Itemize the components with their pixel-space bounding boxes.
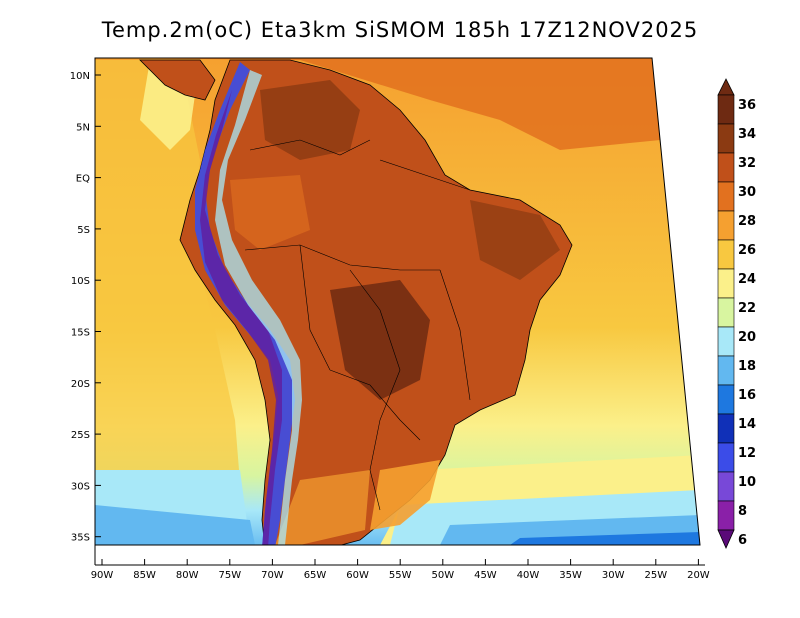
colorbar-label: 32: [738, 156, 756, 171]
border-amazon: [244, 244, 440, 271]
colorbar-segment: [717, 326, 735, 357]
x-axis-ticks: 90W 85W 80W 75W 70W 65W 60W 55W 50W 45W 40W 35W 30W 2…: [91, 559, 710, 581]
colorbar-segment: [717, 297, 735, 328]
x-tick-label: 25W: [644, 570, 667, 581]
colorbar-label: 10: [738, 475, 756, 490]
colorbar-label: 36: [738, 98, 756, 113]
y-tick-label: 5S: [77, 225, 90, 236]
colorbar: 36 34 32 30 28 26 24 22 20 18 16 14 12 10 8 6: [717, 78, 756, 549]
hot-core-center: [330, 280, 430, 400]
colorbar-segment: [717, 355, 735, 386]
temperature-field: [95, 58, 700, 545]
warm-ocean-band: [95, 58, 660, 150]
central-america-landmass: [139, 59, 216, 101]
colorbar-label: 8: [738, 504, 747, 519]
y-tick-label: 30S: [71, 481, 90, 492]
hot-core-north: [260, 80, 360, 160]
colorbar-segment: [717, 239, 735, 270]
x-tick-label: 90W: [91, 570, 114, 581]
y-tick-label: 10N: [70, 71, 90, 82]
south-brazil-mild: [370, 460, 440, 530]
colorbar-top-arrow: [717, 78, 735, 96]
andes-coldest-core: [200, 90, 282, 545]
colorbar-label: 28: [738, 214, 756, 229]
border-paraguay: [329, 369, 421, 441]
colorbar-label: 20: [738, 330, 756, 345]
y-axis-ticks: 10N 5N EQ 5S 10S 15S 20S 25S 30S 35S: [70, 71, 101, 544]
x-tick-label: 40W: [517, 570, 540, 581]
colorbar-bottom-arrow: [717, 529, 735, 549]
colorbar-segment: [717, 94, 735, 125]
y-tick-label: EQ: [76, 174, 90, 185]
border-brazil-states-1: [439, 269, 471, 401]
y-tick-label: 20S: [71, 379, 90, 390]
map-title: Temp.2m(oC) Eta3km SiSMOM 185h 17Z12NOV2…: [101, 18, 699, 42]
y-tick-label: 35S: [71, 533, 90, 544]
colorbar-segment: [717, 500, 735, 531]
y-tick-label: 25S: [71, 430, 90, 441]
x-tick-label: 75W: [218, 570, 241, 581]
y-tick-label: 15S: [71, 328, 90, 339]
x-tick-label: 30W: [602, 570, 625, 581]
border-bolivia-brazil: [349, 269, 401, 421]
andes-foothill-cool: [215, 70, 302, 545]
colorbar-label: 12: [738, 446, 756, 461]
x-tick-label: 20W: [687, 570, 710, 581]
border-peru-bolivia: [299, 244, 331, 371]
colorbar-segment: [717, 210, 735, 241]
y-tick-label: 5N: [76, 122, 90, 133]
colorbar-segment: [717, 123, 735, 154]
colorbar-label: 34: [738, 127, 756, 142]
colorbar-label: 26: [738, 243, 756, 258]
border-argentina-uruguay: [369, 419, 381, 511]
x-tick-label: 55W: [389, 570, 412, 581]
colorbar-label: 16: [738, 388, 756, 403]
border-venezuela-colombia: [249, 139, 371, 156]
x-tick-label: 60W: [346, 570, 369, 581]
x-tick-label: 85W: [133, 570, 156, 581]
warm-amazon-patch: [230, 175, 310, 250]
hot-core-northeast: [470, 200, 560, 280]
colorbar-segment: [717, 471, 735, 502]
x-tick-label: 80W: [176, 570, 199, 581]
south-atlantic-coldest-zone: [510, 532, 700, 545]
colorbar-segment: [717, 413, 735, 444]
x-tick-label: 70W: [261, 570, 284, 581]
border-guianas: [379, 159, 471, 191]
x-tick-label: 65W: [304, 570, 327, 581]
x-tick-label: 45W: [474, 570, 497, 581]
colorbar-segment: [717, 268, 735, 299]
colorbar-segment: [717, 442, 735, 473]
colorbar-label: 14: [738, 417, 756, 432]
y-tick-label: 10S: [71, 276, 90, 287]
x-tick-label: 50W: [431, 570, 454, 581]
x-tick-label: 35W: [559, 570, 582, 581]
country-borders: [244, 139, 471, 511]
pacific-mild-zone: [95, 60, 245, 545]
colorbar-label: 18: [738, 359, 756, 374]
colorbar-label: 30: [738, 185, 756, 200]
south-pacific-colder-zone: [95, 505, 255, 545]
argentina-mild: [275, 470, 370, 545]
colorbar-segment: [717, 152, 735, 183]
colorbar-label: 22: [738, 301, 756, 316]
colorbar-label: 24: [738, 272, 756, 287]
colorbar-segment: [717, 384, 735, 415]
colorbar-label: 6: [738, 533, 747, 548]
colorbar-segment: [717, 181, 735, 212]
